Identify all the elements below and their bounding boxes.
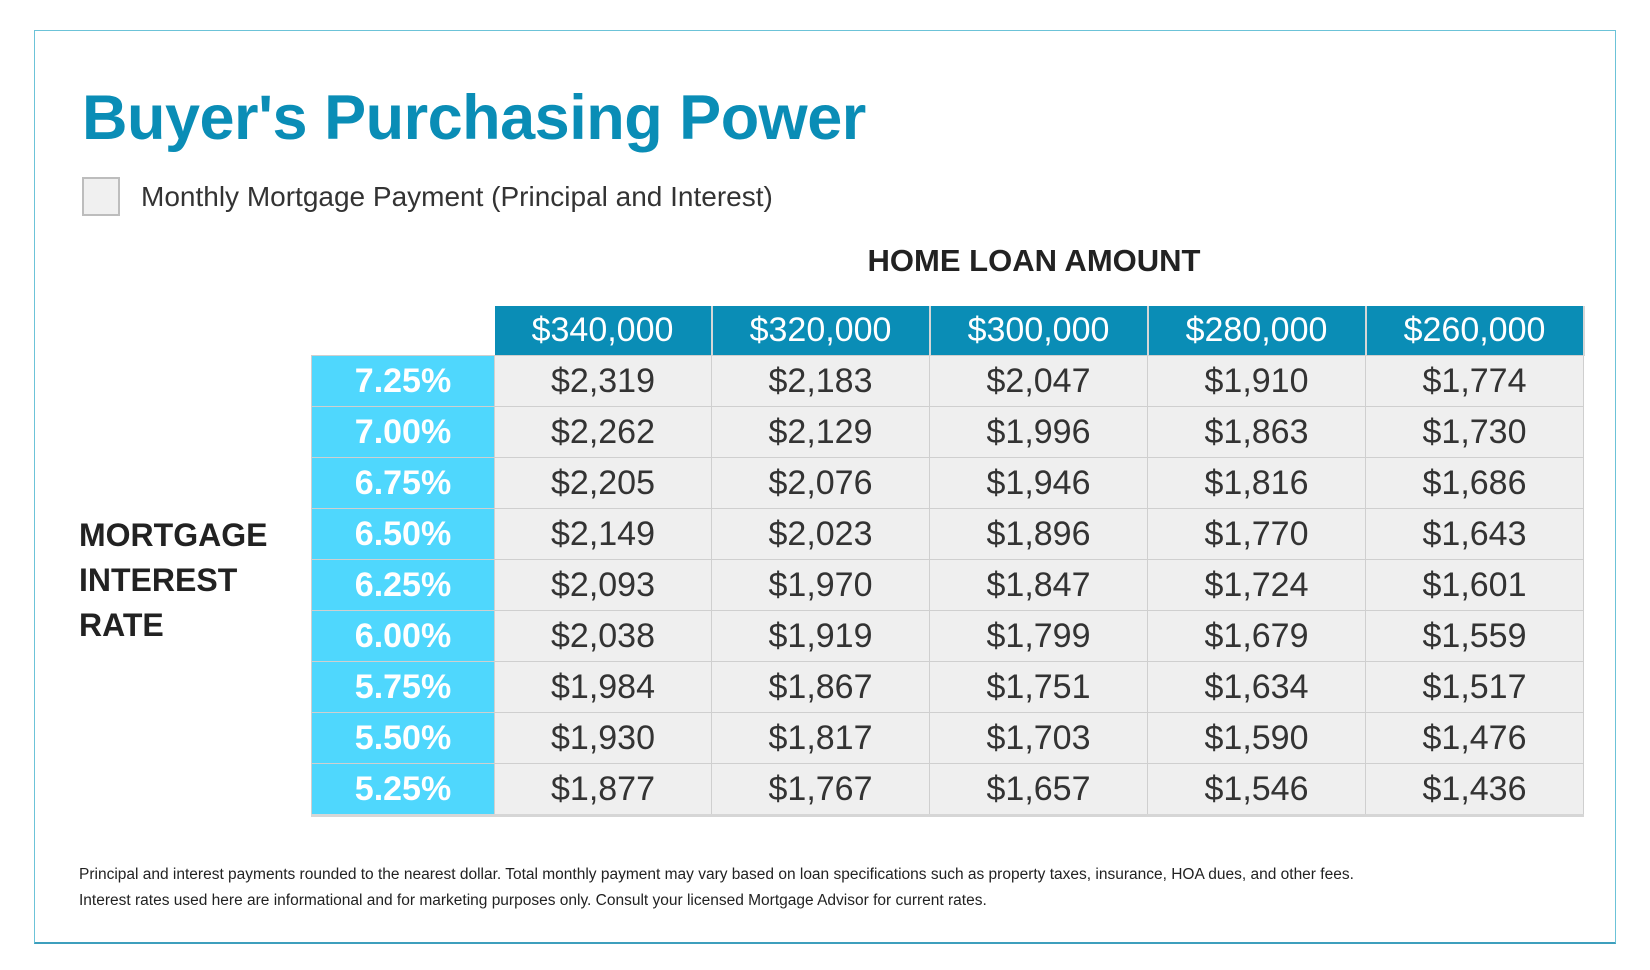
column-header: $260,000 <box>1365 306 1585 356</box>
payment-cell: $1,816 <box>1147 457 1366 509</box>
payment-cell: $1,601 <box>1365 559 1584 611</box>
payment-cell: $1,751 <box>929 661 1148 713</box>
footnote: Interest rates used here are information… <box>79 892 987 909</box>
payment-table: $340,000 $320,000 $300,000 $280,000 $260,000… <box>311 306 1585 817</box>
row-title-line: INTEREST <box>79 562 238 598</box>
payment-cell: $1,517 <box>1365 661 1584 713</box>
payment-cell: $1,643 <box>1365 508 1584 560</box>
payment-cell: $1,867 <box>711 661 930 713</box>
payment-cell: $1,724 <box>1147 559 1366 611</box>
header-row: $340,000 $320,000 $300,000 $280,000 $260,000 <box>312 306 1585 356</box>
footnote: Principal and interest payments rounded … <box>79 866 1354 883</box>
payment-cell: $1,919 <box>711 610 930 662</box>
payment-cell: $1,634 <box>1147 661 1366 713</box>
column-header: $340,000 <box>494 306 713 356</box>
payment-cell: $1,703 <box>929 712 1148 764</box>
payment-cell: $1,984 <box>494 661 712 713</box>
payment-cell: $1,767 <box>711 763 930 817</box>
payment-cell: $1,476 <box>1365 712 1584 764</box>
rate-cell: 5.50% <box>311 712 495 764</box>
page-title: Buyer's Purchasing Power <box>82 83 866 153</box>
payment-cell: $1,896 <box>929 508 1148 560</box>
row-axis-title: MORTGAGE INTEREST RATE <box>79 513 299 648</box>
payment-cell: $2,076 <box>711 457 930 509</box>
payment-cell: $1,559 <box>1365 610 1584 662</box>
payment-cell: $1,774 <box>1365 355 1584 407</box>
rate-cell: 7.25% <box>311 355 495 407</box>
table-row: 7.25% $2,319 $2,183 $2,047 $1,910 $1,774 <box>311 355 1584 407</box>
corner-cell <box>312 306 495 356</box>
payment-cell: $2,149 <box>494 508 712 560</box>
rate-cell: 6.25% <box>311 559 495 611</box>
row-title-line: RATE <box>79 607 164 643</box>
payment-cell: $2,319 <box>494 355 712 407</box>
column-header: $320,000 <box>711 306 931 356</box>
rate-cell: 5.25% <box>311 763 495 817</box>
table-row: 6.00% $2,038 $1,919 $1,799 $1,679 $1,559 <box>311 610 1584 662</box>
legend-label: Monthly Mortgage Payment (Principal and … <box>141 180 773 212</box>
payment-cell: $1,679 <box>1147 610 1366 662</box>
table-row: 6.25% $2,093 $1,970 $1,847 $1,724 $1,601 <box>311 559 1584 611</box>
payment-cell: $1,996 <box>929 406 1148 458</box>
table-row: 5.75% $1,984 $1,867 $1,751 $1,634 $1,517 <box>311 661 1584 713</box>
rate-cell: 6.50% <box>311 508 495 560</box>
column-header: $300,000 <box>929 306 1149 356</box>
payment-cell: $1,930 <box>494 712 712 764</box>
payment-cell: $1,686 <box>1365 457 1584 509</box>
payment-cell: $2,047 <box>929 355 1148 407</box>
column-axis-title: HOME LOAN AMOUNT <box>867 243 1201 278</box>
rate-cell: 7.00% <box>311 406 495 458</box>
payment-cell: $1,657 <box>929 763 1148 817</box>
payment-cell: $1,910 <box>1147 355 1366 407</box>
legend-swatch <box>82 177 120 216</box>
table-row: 5.25% $1,877 $1,767 $1,657 $1,546 $1,436 <box>311 763 1584 817</box>
payment-cell: $1,847 <box>929 559 1148 611</box>
payment-cell: $2,183 <box>711 355 930 407</box>
table-row: 6.75% $2,205 $2,076 $1,946 $1,816 $1,686 <box>311 457 1584 509</box>
payment-cell: $1,863 <box>1147 406 1366 458</box>
table-row: 7.00% $2,262 $2,129 $1,996 $1,863 $1,730 <box>311 406 1584 458</box>
payment-cell: $1,877 <box>494 763 712 817</box>
payment-cell: $1,730 <box>1365 406 1584 458</box>
rate-cell: 6.75% <box>311 457 495 509</box>
payment-cell: $1,590 <box>1147 712 1366 764</box>
rate-cell: 6.00% <box>311 610 495 662</box>
payment-cell: $1,770 <box>1147 508 1366 560</box>
payment-cell: $1,817 <box>711 712 930 764</box>
payment-cell: $2,023 <box>711 508 930 560</box>
payment-cell: $1,799 <box>929 610 1148 662</box>
payment-cell: $2,129 <box>711 406 930 458</box>
footnotes: Principal and interest payments rounded … <box>79 862 1354 914</box>
table-row: 6.50% $2,149 $2,023 $1,896 $1,770 $1,643 <box>311 508 1584 560</box>
payment-cell: $1,546 <box>1147 763 1366 817</box>
rate-cell: 5.75% <box>311 661 495 713</box>
payment-cell: $1,970 <box>711 559 930 611</box>
payment-cell: $2,205 <box>494 457 712 509</box>
card-frame <box>34 30 1616 944</box>
table-row: 5.50% $1,930 $1,817 $1,703 $1,590 $1,476 <box>311 712 1584 764</box>
payment-cell: $1,436 <box>1365 763 1584 817</box>
row-title-line: MORTGAGE <box>79 517 268 553</box>
column-header: $280,000 <box>1147 306 1367 356</box>
legend: Monthly Mortgage Payment (Principal and … <box>82 177 773 216</box>
payment-cell: $2,038 <box>494 610 712 662</box>
payment-cell: $2,262 <box>494 406 712 458</box>
payment-cell: $2,093 <box>494 559 712 611</box>
payment-cell: $1,946 <box>929 457 1148 509</box>
